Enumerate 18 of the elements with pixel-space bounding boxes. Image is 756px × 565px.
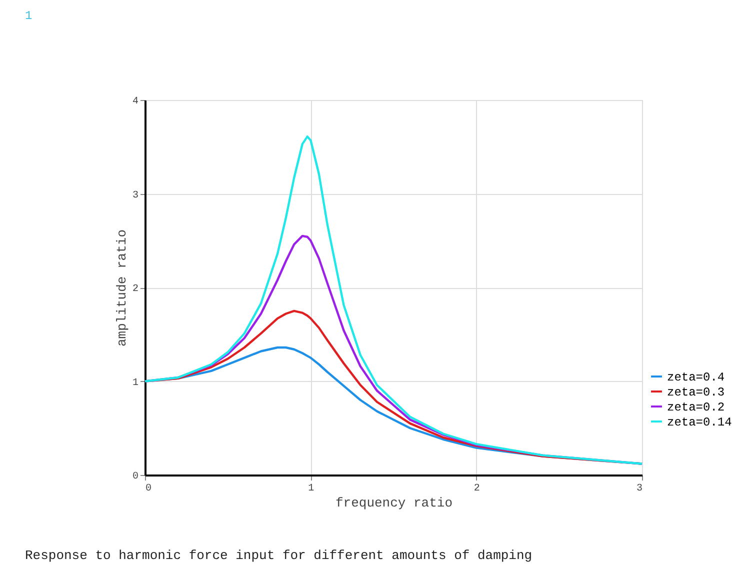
x-tick-label: 0 xyxy=(146,484,152,494)
line-series xyxy=(144,135,644,465)
y-axis-title: amplitude ratio xyxy=(114,229,130,347)
x-axis-title: frequency ratio xyxy=(335,496,453,510)
text: 1 xyxy=(25,9,32,23)
legend-label: zeta=0.2 xyxy=(667,400,725,414)
y-tick-label: 0 xyxy=(132,472,138,482)
y-tick-label: 1 xyxy=(132,378,138,389)
y-tick-label: 2 xyxy=(132,284,138,295)
y-tick-label: 3 xyxy=(132,190,138,202)
y-tick-label: 4 xyxy=(132,96,138,108)
text: Response to harmonic force input for different amounts of damping xyxy=(25,548,532,563)
legend-label: zeta=0.4 xyxy=(667,370,725,384)
x-tick-label: 3 xyxy=(636,484,642,494)
x-tick-label: 2 xyxy=(474,484,480,494)
legend-label: zeta=0.3 xyxy=(667,386,725,400)
legend-label: zeta=0.14 xyxy=(667,416,732,430)
x-tick-label: 1 xyxy=(308,484,314,494)
